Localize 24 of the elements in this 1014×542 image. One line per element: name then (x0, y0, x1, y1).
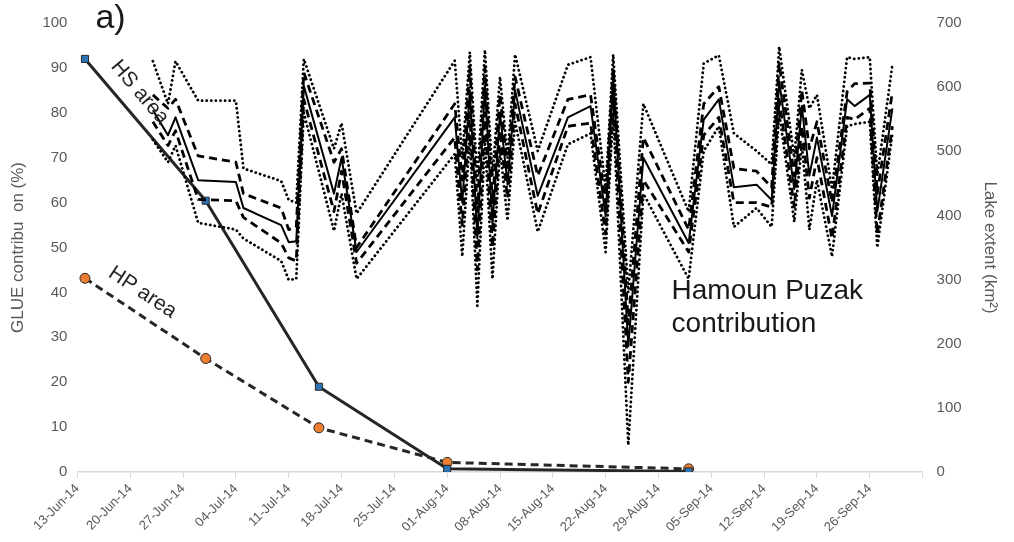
y2-tick-label: 700 (936, 13, 962, 31)
y-tick-label: 40 (50, 282, 68, 300)
y-tick-label: 100 (42, 13, 68, 31)
y-axis-title: GLUE contribu on (%) (7, 162, 27, 334)
y-tick-label: 30 (50, 327, 68, 345)
y-tick-label: 10 (50, 417, 68, 435)
y2-axis-title: Lake extent (km²) (981, 181, 1001, 314)
y-tick-label: 70 (50, 147, 68, 165)
chart-title: a) (95, 0, 126, 36)
y2-tick-label: 500 (936, 141, 962, 159)
y-tick-label: 20 (50, 372, 68, 390)
y2-tick-label: 600 (936, 77, 962, 95)
y-tick-label: 0 (59, 462, 68, 480)
y-tick-label: 80 (50, 102, 68, 120)
y-tick-label: 90 (50, 58, 68, 76)
y-tick-label: 50 (50, 237, 68, 255)
y2-tick-label: 0 (936, 462, 945, 480)
annotation: Hamoun Puzak contribution (671, 274, 864, 339)
y2-tick-label: 300 (936, 269, 962, 287)
y2-tick-label: 200 (936, 333, 962, 351)
text: HP area (105, 260, 182, 323)
y2-tick-label: 400 (936, 205, 962, 223)
y-tick-label: 60 (50, 192, 68, 210)
y2-tick-label: 100 (936, 398, 962, 416)
